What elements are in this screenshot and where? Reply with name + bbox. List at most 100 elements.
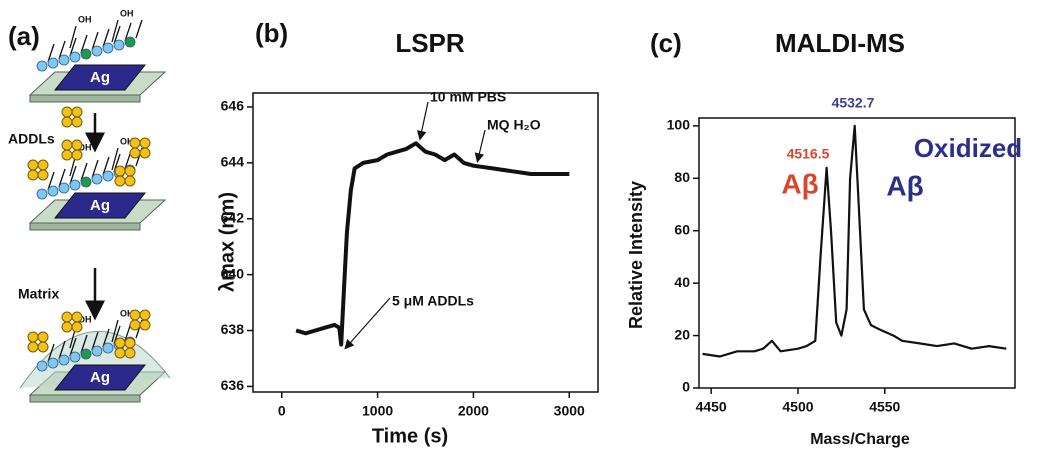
carboxyl-chain bbox=[111, 19, 119, 43]
x-axis-label: Time (s) bbox=[372, 425, 448, 447]
ligand-chain bbox=[91, 331, 99, 351]
ligand-chain bbox=[102, 28, 110, 48]
addl-particle bbox=[139, 309, 151, 321]
ligand-head bbox=[36, 360, 48, 372]
silver-nanoparticle bbox=[53, 192, 147, 219]
ligand-head bbox=[113, 39, 125, 51]
ligand-head bbox=[124, 36, 136, 48]
y-tick-label: 642 bbox=[221, 209, 245, 225]
ligand-head bbox=[102, 342, 114, 354]
ligand-chain bbox=[102, 328, 110, 348]
ligand-chain bbox=[69, 165, 77, 185]
ligand-chain bbox=[58, 40, 66, 60]
x-tick-label: 3000 bbox=[554, 403, 585, 419]
step-label: ADDLs bbox=[8, 131, 55, 147]
ligand-head bbox=[91, 345, 103, 357]
annotation: MQ H₂O bbox=[487, 117, 541, 133]
y-tick-label: 0 bbox=[682, 379, 690, 395]
substrate-slab-edge bbox=[29, 222, 141, 231]
addl-particle bbox=[114, 175, 126, 187]
ligand-head bbox=[69, 51, 81, 63]
addl-particle bbox=[71, 321, 83, 333]
data-line bbox=[702, 124, 1007, 358]
ligand-head bbox=[69, 351, 81, 363]
ligand-head bbox=[102, 170, 114, 182]
ligand-chain bbox=[47, 171, 55, 191]
ligand-head bbox=[80, 348, 92, 360]
substrate-slab-edge bbox=[29, 94, 141, 103]
ligand-chain bbox=[58, 340, 66, 360]
x-tick-label: 0 bbox=[278, 403, 286, 419]
addl-particle bbox=[129, 319, 141, 331]
addl-particle bbox=[71, 149, 83, 161]
addl-particle bbox=[61, 149, 73, 161]
surface-schematic: Ag OH OH bbox=[28, 8, 167, 103]
addl-particle bbox=[114, 165, 126, 177]
annotation: 4516.5 bbox=[787, 146, 830, 162]
ligand-head bbox=[69, 179, 81, 191]
plot-frame bbox=[252, 92, 599, 393]
addl-particle bbox=[129, 147, 141, 159]
carboxyl-label: OH bbox=[78, 14, 92, 24]
substrate-slab-edge bbox=[29, 394, 141, 403]
x-tick-label: 1000 bbox=[362, 403, 393, 419]
annotation: 10 mM PBS bbox=[430, 89, 506, 105]
silver-nanoparticle bbox=[53, 64, 147, 91]
ligand-head bbox=[47, 357, 59, 369]
x-tick-label: 4500 bbox=[782, 399, 813, 415]
addl-particle bbox=[124, 175, 136, 187]
ligand-head bbox=[36, 60, 48, 72]
y-tick-label: 100 bbox=[667, 117, 691, 133]
addl-particle bbox=[114, 347, 126, 359]
carboxyl-label: OH bbox=[120, 136, 134, 146]
ligand-head bbox=[47, 57, 59, 69]
data-line bbox=[295, 141, 570, 347]
addl-particle bbox=[124, 337, 136, 349]
addl-particle bbox=[114, 337, 126, 349]
ligand-chain bbox=[91, 31, 99, 51]
ligand-chain bbox=[113, 25, 121, 45]
carboxyl-label: OH bbox=[120, 8, 134, 18]
ligand-chain bbox=[80, 334, 88, 354]
annotation-arrow bbox=[417, 101, 429, 141]
addl-particle bbox=[139, 319, 151, 331]
ligand-head bbox=[80, 176, 92, 188]
ligand-chain bbox=[80, 162, 88, 182]
silver-nanoparticle bbox=[53, 364, 147, 391]
addl-particle bbox=[37, 169, 49, 181]
ligand-head bbox=[102, 42, 114, 54]
carboxyl-label: OH bbox=[78, 314, 92, 324]
y-axis-label: Relative Intensity bbox=[626, 181, 646, 329]
panel-label: (b) bbox=[255, 18, 288, 48]
ligand-chain bbox=[80, 34, 88, 54]
annotation: Oxidized bbox=[914, 133, 1022, 163]
addl-particle bbox=[27, 159, 39, 171]
ligand-head bbox=[36, 188, 48, 200]
surface-schematic: Ag OH OH bbox=[19, 308, 171, 403]
addl-particle bbox=[124, 347, 136, 359]
y-tick-label: 646 bbox=[221, 98, 245, 114]
ligand-chain bbox=[47, 43, 55, 63]
addl-particle bbox=[124, 165, 136, 177]
y-tick-label: 644 bbox=[221, 154, 245, 170]
x-tick-label: 4550 bbox=[869, 399, 900, 415]
addl-particle bbox=[27, 331, 39, 343]
panel-label: (c) bbox=[650, 28, 682, 58]
addl-particle bbox=[61, 139, 73, 151]
substrate-label: Ag bbox=[90, 69, 110, 86]
addl-particle bbox=[37, 341, 49, 353]
ligand-chain bbox=[124, 22, 132, 42]
ligand-chain bbox=[135, 19, 143, 39]
x-axis-label: Mass/Charge bbox=[810, 431, 910, 448]
ligand-head bbox=[91, 45, 103, 57]
addl-particle bbox=[71, 311, 83, 323]
ligand-chain bbox=[47, 343, 55, 363]
ligand-head bbox=[58, 354, 70, 366]
y-tick-label: 20 bbox=[674, 326, 690, 342]
annotation: 5 μM ADDLs bbox=[392, 293, 474, 309]
addl-particle bbox=[129, 309, 141, 321]
ligand-head bbox=[58, 182, 70, 194]
addl-particle bbox=[71, 139, 83, 151]
addl-particle bbox=[37, 159, 49, 171]
